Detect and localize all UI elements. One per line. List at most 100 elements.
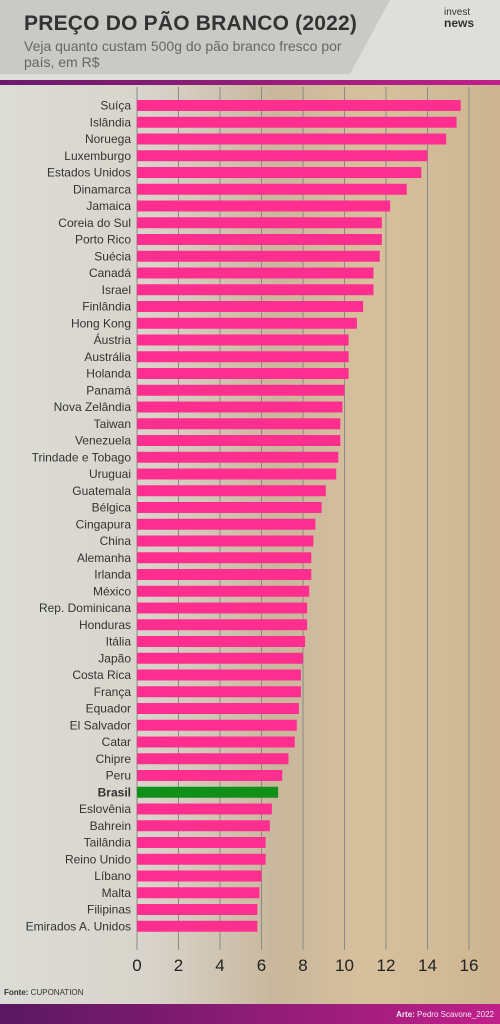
bar [137, 284, 374, 296]
category-label: Dinamarca [73, 182, 131, 196]
bar [137, 887, 260, 899]
bar [137, 736, 295, 748]
bar [137, 116, 457, 128]
bar-chart: Suíça Islândia Noruega Luxemburgo Estados Un… [26, 87, 479, 975]
bar [137, 267, 374, 279]
category-label: El Salvador [70, 718, 131, 732]
bar [137, 669, 301, 681]
category-label: Líbano [94, 869, 131, 883]
bar [137, 485, 326, 497]
x-tick-label: 16 [460, 956, 479, 975]
bar [137, 703, 299, 714]
category-label: Suíça [100, 99, 131, 113]
category-label: Panamá [86, 383, 131, 397]
bar [137, 837, 266, 848]
bar [137, 418, 341, 430]
x-tick-label: 8 [298, 956, 307, 975]
category-label: México [93, 584, 131, 598]
bar [137, 167, 422, 178]
category-labels: Suíça Islândia Noruega Luxemburgo Estados Un… [26, 99, 132, 934]
x-tick-label: 14 [418, 956, 437, 975]
category-label: Tailândia [84, 836, 132, 850]
bar [137, 585, 310, 597]
category-label: Nova Zelândia [54, 400, 132, 414]
category-label: Alemanha [77, 551, 131, 565]
bar [137, 518, 316, 530]
bar [137, 317, 357, 329]
bar [137, 250, 380, 262]
category-label: Peru [106, 769, 131, 783]
category-label: Chipre [96, 752, 132, 766]
x-tick-label: 10 [335, 956, 354, 975]
category-label: Porto Rico [75, 233, 131, 247]
investnews-logo: invest news [444, 7, 494, 30]
bar [137, 384, 345, 396]
header: PREÇO DO PÃO BRANCO (2022) Veja quanto c… [0, 0, 500, 80]
category-label: Canadá [89, 266, 131, 280]
category-label: China [100, 534, 132, 548]
bar [137, 334, 349, 346]
category-label: Noruega [85, 132, 131, 146]
bar [137, 853, 266, 865]
x-tick-label: 6 [257, 956, 266, 975]
bar [137, 468, 337, 480]
bar [137, 820, 270, 832]
bar [137, 803, 272, 815]
chart-subtitle: Veja quanto custam 500g do pão branco fr… [24, 38, 342, 70]
category-label: Trindade e Tobago [32, 450, 132, 464]
bar [137, 100, 461, 111]
bar [137, 686, 301, 698]
bar [137, 502, 322, 513]
category-label: Japão [98, 651, 131, 665]
category-label: Brasil [98, 785, 131, 799]
category-label: Equador [86, 702, 131, 716]
credit-text: Pedro Scavone_2022 [417, 1010, 494, 1019]
bar [137, 652, 303, 664]
category-label: Eslovênia [79, 802, 131, 816]
x-tick-label: 2 [174, 956, 183, 975]
bar [137, 904, 258, 915]
source-label: Fonte: [4, 988, 29, 997]
category-label: Catar [102, 735, 131, 749]
header-title-panel [0, 0, 390, 74]
category-label: Itália [106, 635, 132, 649]
source-note: Fonte: CUPONATION [4, 988, 83, 997]
category-label: Jamaica [86, 199, 131, 213]
bar [137, 183, 407, 195]
category-label: Taiwan [94, 417, 131, 431]
bar [137, 535, 314, 547]
bar [137, 753, 289, 765]
category-label: Hong Kong [71, 316, 131, 330]
bar [137, 636, 306, 647]
x-tick-label: 12 [377, 956, 396, 975]
bar [137, 200, 391, 212]
category-label: Suécia [94, 249, 131, 263]
bar [137, 920, 258, 932]
category-label: Venezuela [75, 434, 131, 448]
bar [137, 786, 279, 798]
category-label: Reino Unido [65, 852, 131, 866]
bar [137, 451, 339, 463]
category-label: Coreia do Sul [58, 216, 131, 230]
bar [137, 719, 297, 731]
category-label: Rep. Dominicana [39, 601, 131, 615]
bar [137, 602, 308, 614]
bar [137, 133, 447, 145]
category-label: Irlanda [94, 568, 131, 582]
category-label: Filipinas [87, 903, 131, 917]
logo-text-invest: invest [444, 7, 471, 18]
x-tick-label: 4 [215, 956, 224, 975]
bar [137, 368, 349, 379]
x-tick-label: 0 [132, 956, 141, 975]
category-label: Áustria [94, 332, 132, 347]
category-label: Uruguai [89, 467, 131, 481]
category-label: Emirados A. Unidos [26, 919, 131, 933]
category-label: Finlândia [82, 300, 131, 314]
category-label: Israel [102, 283, 131, 297]
bar [137, 552, 312, 564]
category-label: Austrália [84, 350, 131, 364]
bar [137, 569, 312, 580]
bar [137, 435, 341, 446]
bars [137, 100, 461, 932]
category-label: Costa Rica [72, 668, 131, 682]
